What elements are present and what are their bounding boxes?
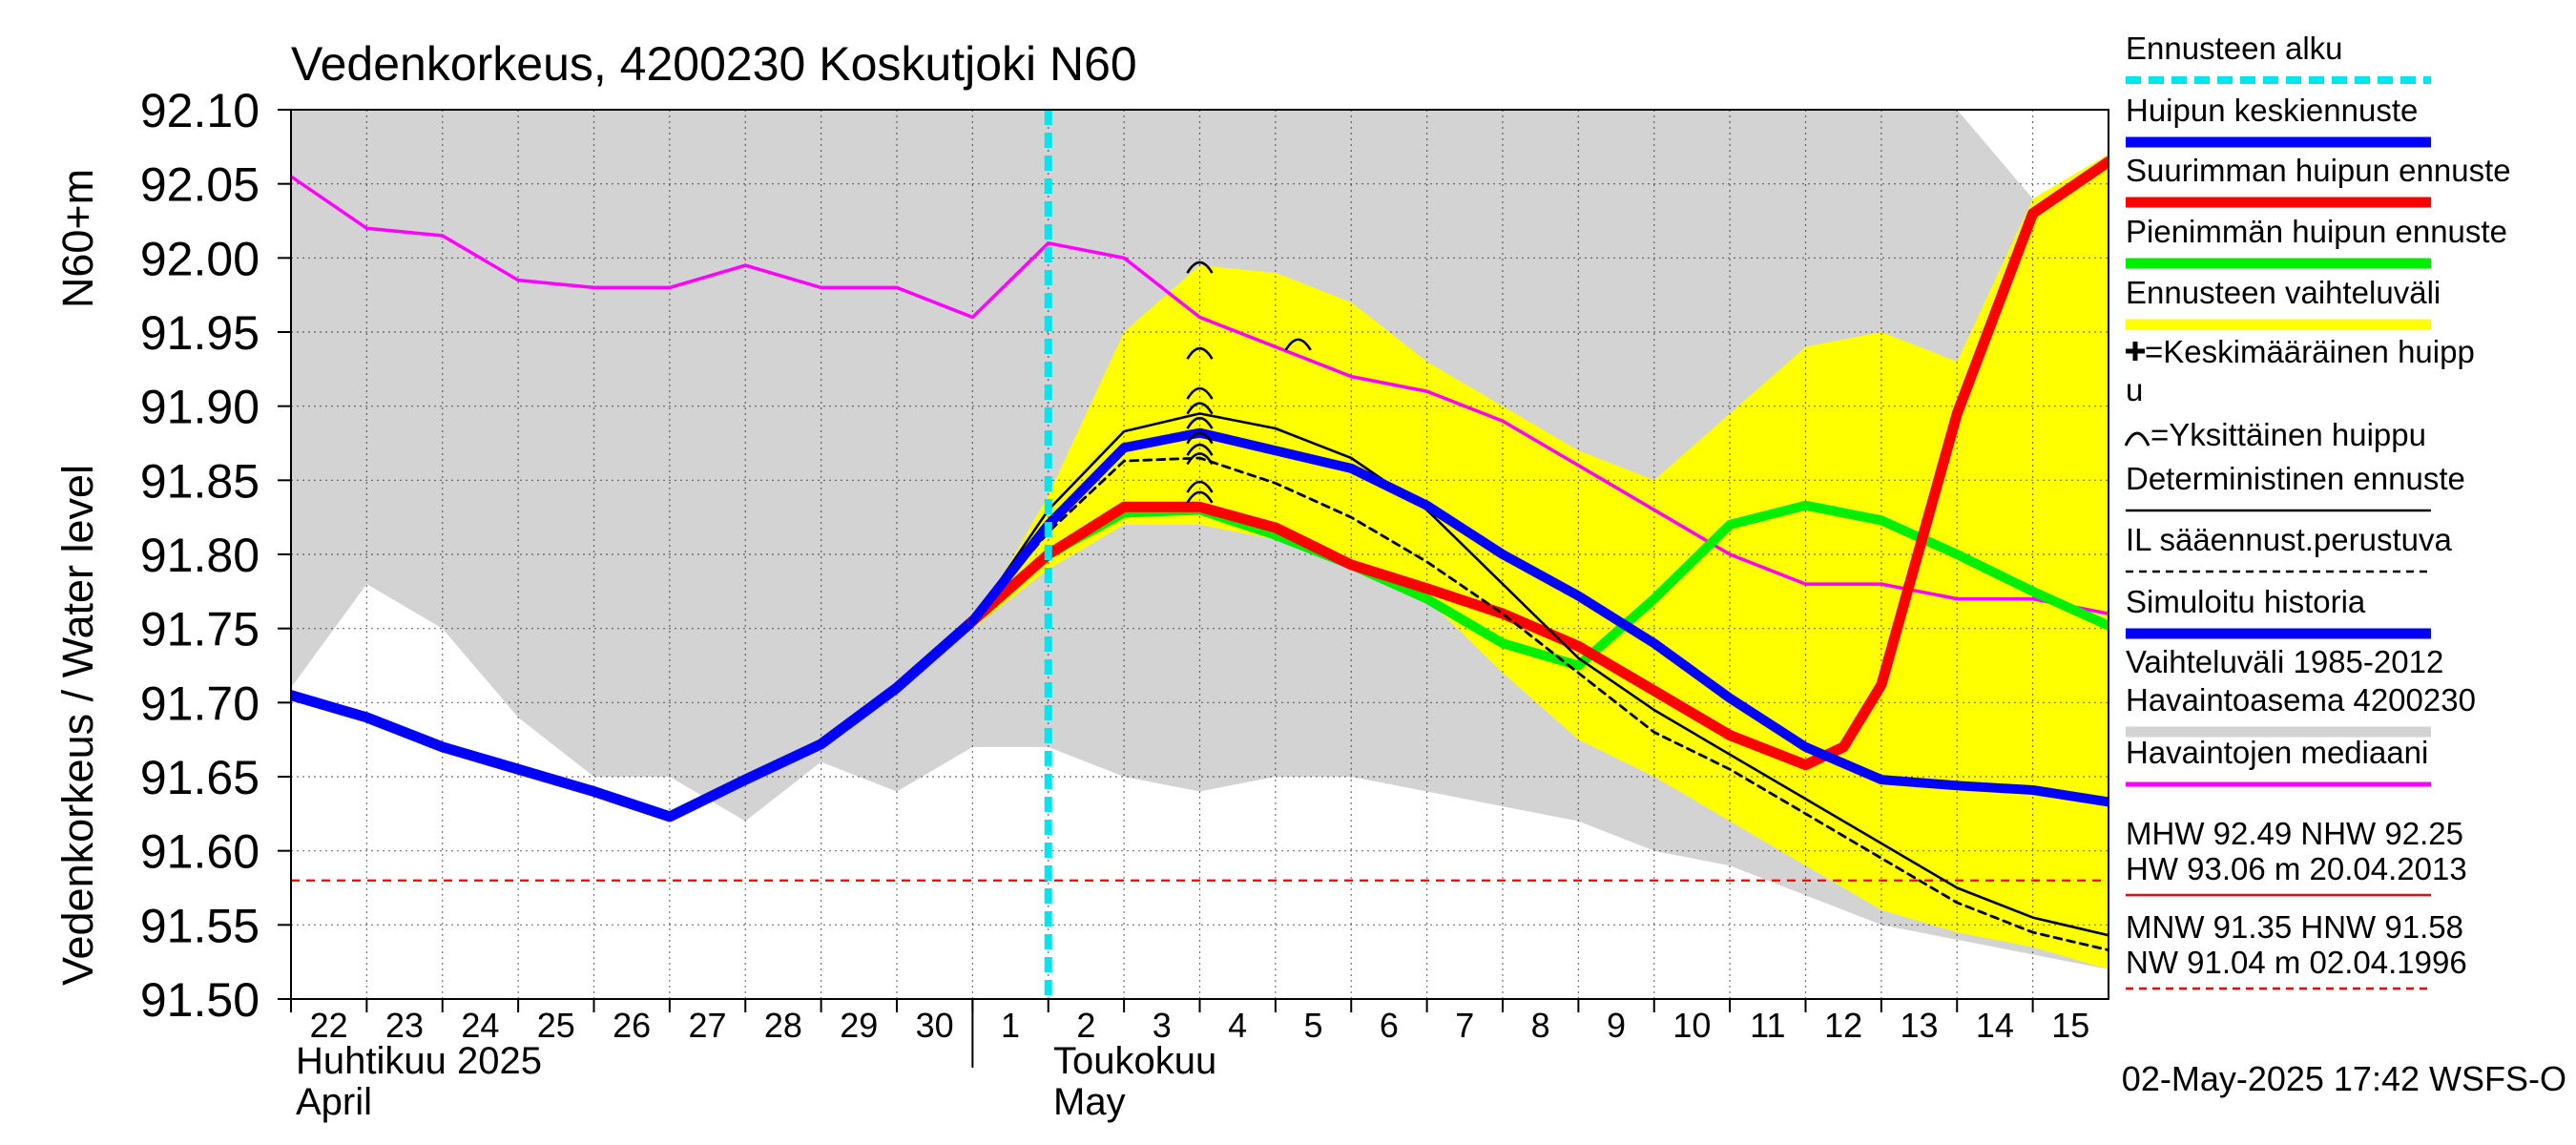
legend-label: Suurimman huipun ennuste: [2126, 153, 2511, 188]
x-tick-label: 11: [1750, 1006, 1785, 1045]
y-tick-label: 91.60: [140, 825, 260, 879]
x-tick-label: 26: [613, 1006, 651, 1045]
x-tick-label: 15: [2051, 1006, 2089, 1045]
y-tick-label: 91.80: [140, 529, 260, 582]
legend-label: Deterministinen ennuste: [2126, 461, 2465, 496]
series-simulated-history-line: [291, 615, 978, 822]
y-tick-label: 91.65: [140, 751, 260, 804]
legend-single-peak-symbol: [2124, 431, 2150, 447]
x-tick-label: 28: [764, 1006, 802, 1045]
single-peak-marker: [1186, 386, 1214, 400]
x-tick-label: 25: [537, 1006, 575, 1045]
stats-nw: NW 91.04 m 02.04.1996: [2126, 945, 2467, 980]
chart-title: Vedenkorkeus, 4200230 Koskutjoki N60: [291, 37, 1137, 91]
month-label-may-fi: Toukokuu: [1053, 1040, 1216, 1082]
single-peak-marker: [1186, 480, 1214, 493]
single-peak-marker: [1186, 443, 1214, 456]
series-deterministic-line: [971, 412, 2109, 937]
x-tick-label: 23: [385, 1006, 424, 1045]
x-tick-label: 27: [689, 1006, 727, 1045]
y-tick-label: 91.95: [140, 306, 260, 360]
x-tick-label: 6: [1380, 1006, 1399, 1045]
x-tick-label: 8: [1531, 1006, 1550, 1045]
x-tick-label: 14: [1976, 1006, 2014, 1045]
legend-label: Ennusteen alku: [2126, 31, 2343, 66]
y-tick-label: 91.50: [140, 973, 260, 1027]
y-tick-label: 91.90: [140, 381, 260, 434]
x-tick-label: 29: [840, 1006, 878, 1045]
legend-label: Havaintojen mediaani: [2126, 735, 2428, 770]
legend-label: Huipun keskiennuste: [2126, 93, 2418, 128]
forecast-range-band: [972, 154, 2109, 969]
plot-content: [291, 110, 2109, 999]
legend-label-continuation: Havaintoasema 4200230: [2126, 682, 2476, 718]
legend-label: =Yksittäinen huippu: [2150, 417, 2426, 452]
legend-label: Pienimmän huipun ennuste: [2126, 214, 2507, 249]
legend-label-continuation: u: [2126, 372, 2143, 407]
single-peak-marker: [1186, 452, 1214, 466]
x-tick-label: 3: [1153, 1006, 1172, 1045]
x-tick-label: 2: [1076, 1006, 1095, 1045]
month-label-april-fi: Huhtikuu 2025: [296, 1040, 542, 1082]
y-tick-label: 92.05: [140, 158, 260, 212]
y-axis-label: Vedenkorkeus / Water level: [53, 465, 102, 986]
series-median-line: [291, 175, 2109, 615]
month-label-april-en: April: [296, 1081, 372, 1123]
y-tick-label: 92.10: [140, 84, 260, 137]
single-peak-marker: [1284, 338, 1312, 351]
legend-label: Vaihteluväli 1985-2012: [2126, 644, 2443, 679]
legend-label: Ennusteen vaihteluväli: [2126, 275, 2441, 310]
single-peak-marker: [1186, 402, 1214, 415]
x-tick-label: 30: [916, 1006, 954, 1045]
x-tick-label: 13: [1901, 1006, 1939, 1045]
y-axis-unit: N60+m: [53, 169, 102, 308]
month-label-may-en: May: [1053, 1081, 1126, 1123]
y-tick-label: 92.00: [140, 232, 260, 285]
y-axis: 92.10 92.05 92.00 91.95 91.90 91.85 91.80 91.75…: [140, 84, 291, 1027]
legend-mean-peak-symbol: [2126, 342, 2145, 361]
legend: Ennusteen alku Huipun keskiennuste Suurimm…: [2124, 31, 2511, 990]
stats-hw: HW 93.06 m 20.04.2013: [2126, 851, 2467, 886]
y-tick-label: 91.70: [140, 677, 260, 730]
stats-mhw-nhw: MHW 92.49 NHW 92.25: [2126, 816, 2463, 851]
single-peak-marker: [1186, 416, 1214, 429]
footer-timestamp: 02-May-2025 17:42 WSFS-O: [2122, 1059, 2566, 1098]
legend-label: Simuloitu historia: [2126, 584, 2366, 619]
x-tick-label: 9: [1607, 1006, 1626, 1045]
x-tick-label: 4: [1228, 1006, 1247, 1045]
x-tick-label: 10: [1672, 1006, 1711, 1045]
series-max-peak-forecast-line: [966, 156, 2109, 771]
y-tick-label: 91.75: [140, 603, 260, 656]
x-axis: 22 23 24 25 26 27 28 29 30 1 2 3 4 5 6 7 8 9 10 11 12 13 14 15: [290, 999, 2089, 1068]
stats-mnw-hnw: MNW 91.35 HNW 91.58: [2126, 909, 2463, 945]
series-il-weather-line: [971, 456, 2109, 952]
y-tick-label: 91.85: [140, 454, 260, 508]
x-tick-label: 1: [1001, 1006, 1020, 1045]
single-peak-marker: [1186, 260, 1214, 274]
x-tick-label: 5: [1304, 1006, 1323, 1045]
single-peak-marker: [1186, 431, 1214, 445]
legend-label: IL sääennust.perustuva: [2126, 522, 2452, 557]
series-mean-peak-forecast-line: [967, 427, 2109, 807]
y-tick-label: 91.55: [140, 899, 260, 952]
x-tick-label: 12: [1824, 1006, 1862, 1045]
plot-area: [290, 109, 2109, 1000]
x-tick-label: 7: [1455, 1006, 1474, 1045]
legend-label: =Keskimääräinen huipp: [2145, 334, 2475, 369]
single-peak-marker: [1186, 490, 1214, 504]
x-tick-label: 22: [310, 1006, 348, 1045]
single-peak-marker: [1186, 346, 1214, 360]
x-tick-label: 24: [461, 1006, 499, 1045]
